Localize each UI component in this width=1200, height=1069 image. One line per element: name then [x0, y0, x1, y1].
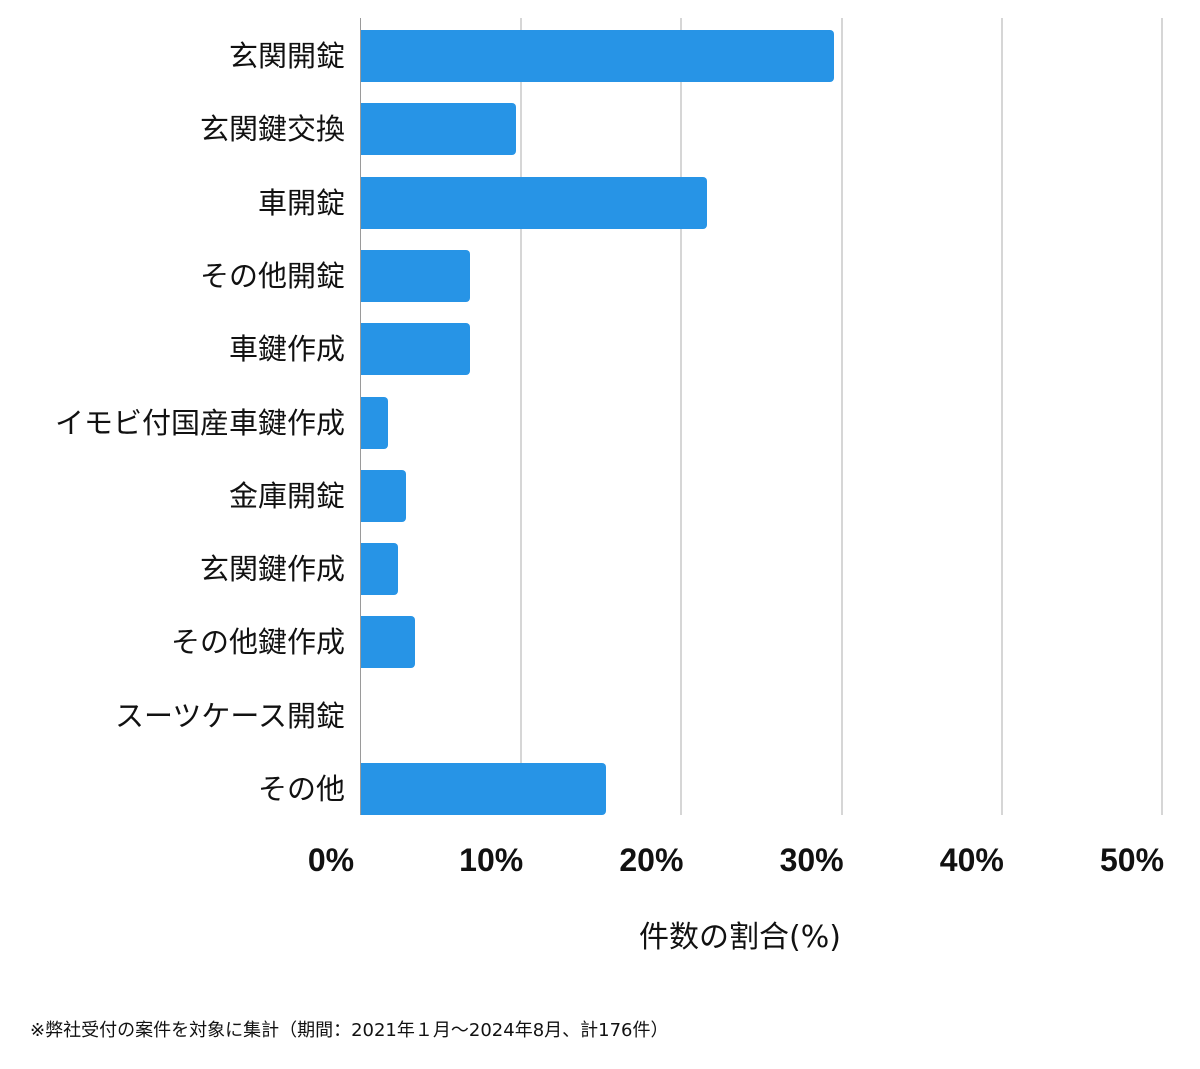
x-tick-label: 30% — [779, 842, 844, 878]
bar — [361, 30, 834, 82]
category-label: その他 — [257, 772, 345, 806]
x-tick-label: 50% — [1099, 842, 1165, 878]
category-label: イモビ付国産車鍵作成 — [54, 405, 345, 440]
y-axis-line — [360, 18, 361, 815]
bar — [361, 249, 470, 302]
bar — [361, 323, 470, 376]
gridline — [1161, 18, 1163, 815]
category-label: その他鍵作成 — [170, 625, 345, 660]
x-tick-label: 10% — [459, 842, 524, 878]
category-label: 玄関開錠 — [228, 39, 345, 73]
category-label: 玄関鍵交換 — [199, 112, 345, 147]
bar — [361, 763, 607, 815]
gridline — [1000, 18, 1003, 815]
category-label: 車開錠 — [257, 185, 345, 220]
gridline — [520, 18, 523, 815]
bar — [361, 469, 406, 522]
x-axis-title: 件数の割合(%) — [639, 920, 841, 955]
gridline — [680, 18, 683, 815]
x-tick-label: 0% — [307, 842, 355, 878]
category-label: 金庫開錠 — [228, 478, 345, 513]
category-label: スーツケース開錠 — [115, 698, 345, 733]
bar — [361, 616, 416, 669]
bar — [361, 396, 389, 449]
x-tick-label: 20% — [619, 842, 684, 878]
footnote: ※弊社受付の案件を対象に集計（期間：2021年１月〜2024年8月、計176件） — [30, 1020, 669, 1041]
bar — [361, 543, 398, 596]
bar — [361, 103, 517, 156]
category-label: 車鍵作成 — [228, 332, 345, 367]
x-tick-label: 40% — [939, 842, 1004, 878]
category-label: 玄関鍵作成 — [199, 552, 345, 587]
bar — [361, 176, 708, 229]
category-label: その他開錠 — [199, 258, 345, 293]
gridline — [840, 18, 843, 815]
